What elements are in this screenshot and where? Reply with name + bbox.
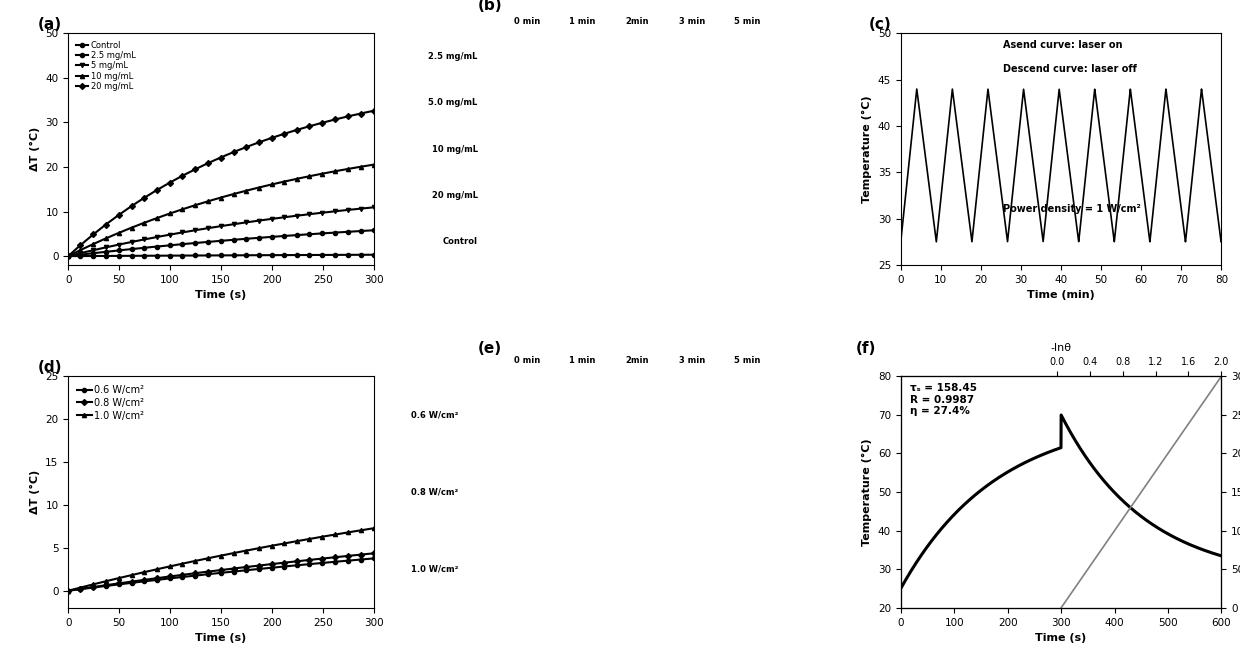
Ellipse shape [682,185,702,206]
X-axis label: Time (s): Time (s) [1035,633,1086,643]
Text: 10 mg/mL: 10 mg/mL [432,145,477,154]
Legend: Control, 2.5 mg/mL, 5 mg/mL, 10 mg/mL, 20 mg/mL: Control, 2.5 mg/mL, 5 mg/mL, 10 mg/mL, 2… [72,37,139,94]
Text: 2min: 2min [625,17,649,27]
Legend: 0.6 W/cm², 0.8 W/cm², 1.0 W/cm²: 0.6 W/cm², 0.8 W/cm², 1.0 W/cm² [73,381,149,425]
Y-axis label: Temperature (°C): Temperature (°C) [862,438,872,546]
X-axis label: Time (min): Time (min) [1027,291,1095,301]
Y-axis label: Temperature (°C): Temperature (°C) [862,96,872,203]
Ellipse shape [738,185,756,206]
Text: 5.0 mg/mL: 5.0 mg/mL [429,98,477,108]
Text: (d): (d) [37,359,62,375]
Text: τₛ = 158.45
R = 0.9987
η = 27.4%: τₛ = 158.45 R = 0.9987 η = 27.4% [910,383,977,416]
Text: (b): (b) [477,0,502,13]
Y-axis label: ΔT (°C): ΔT (°C) [30,127,40,172]
Text: 0.8 W/cm²: 0.8 W/cm² [412,488,459,496]
Text: 0 min: 0 min [515,17,541,27]
Text: 1.0 W/cm²: 1.0 W/cm² [412,564,459,574]
Text: (f): (f) [856,341,877,356]
Text: 3 min: 3 min [680,17,706,27]
X-axis label: Time (s): Time (s) [195,291,247,301]
Text: 5 min: 5 min [734,355,760,365]
Text: Descend curve: laser off: Descend curve: laser off [1003,63,1137,73]
Text: 1 min: 1 min [569,17,595,27]
Text: 1 min: 1 min [569,355,595,365]
Text: 2.5 mg/mL: 2.5 mg/mL [428,52,477,61]
Text: 20 mg/mL: 20 mg/mL [432,191,477,200]
Text: Asend curve: laser on: Asend curve: laser on [1003,40,1123,50]
Text: 3 min: 3 min [680,355,706,365]
Text: (e): (e) [477,341,502,356]
Text: 2min: 2min [625,355,649,365]
Text: (c): (c) [869,17,892,32]
Text: (a): (a) [37,17,62,32]
Text: Control: Control [443,237,477,246]
Text: 5 min: 5 min [734,17,760,27]
Text: 0 min: 0 min [515,355,541,365]
Text: 0.6 W/cm²: 0.6 W/cm² [412,410,459,420]
X-axis label: Time (s): Time (s) [195,633,247,643]
Y-axis label: ΔT (°C): ΔT (°C) [30,470,40,514]
X-axis label: -lnθ: -lnθ [1050,343,1071,353]
Text: Power density = 1 W/cm²: Power density = 1 W/cm² [1003,204,1141,214]
